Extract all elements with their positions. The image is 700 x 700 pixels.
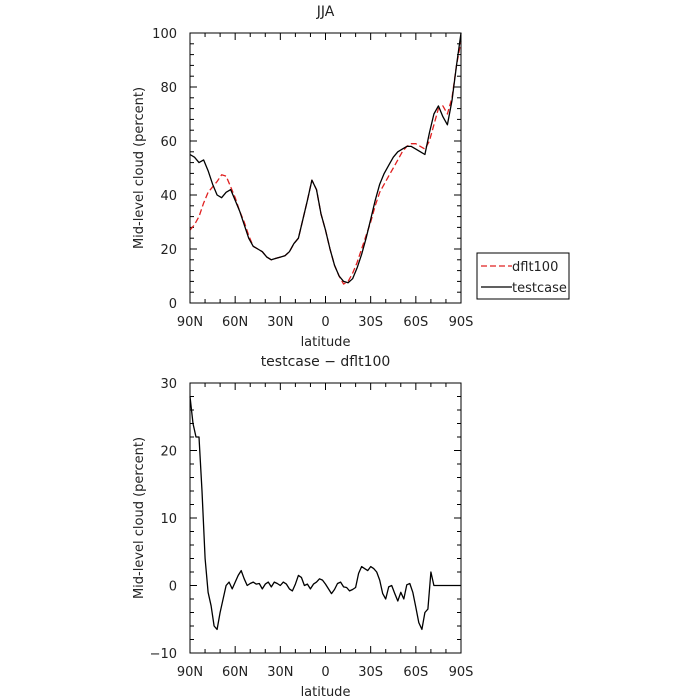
chart-title: testcase − dflt100: [261, 354, 391, 370]
x-tick-label: 60S: [403, 665, 428, 680]
x-axis-label: latitude: [301, 335, 351, 350]
x-tick-label: 90N: [177, 315, 203, 330]
y-axis-label: Mid-level cloud (percent): [132, 437, 147, 599]
y-tick-label: 100: [152, 27, 177, 42]
series-line-testcase: [189, 32, 462, 284]
x-tick-label: 30N: [267, 665, 293, 680]
plot-frame: [189, 32, 462, 304]
y-tick-label: 20: [160, 445, 177, 460]
axis-ticks: 90N 60N 30N 0 30S 60S 90S −10 0 10 20 30: [150, 377, 474, 680]
y-tick-label: 0: [169, 297, 177, 312]
x-tick-label: 30N: [267, 315, 293, 330]
x-tick-label: 30S: [358, 665, 383, 680]
legend-label-dflt100: dflt100: [512, 260, 558, 275]
y-tick-label: 40: [160, 189, 177, 204]
x-tick-label: 0: [321, 665, 329, 680]
plot-frame: [189, 382, 462, 654]
x-tick-label: 90S: [449, 665, 474, 680]
x-tick-label: 0: [321, 315, 329, 330]
x-tick-label: 90S: [449, 315, 474, 330]
x-axis-label: latitude: [301, 685, 351, 700]
panel-bottom: testcase − dflt100 latitude Mid-level cl…: [132, 354, 473, 700]
y-tick-label: 60: [160, 135, 177, 150]
axis-ticks: 90N 60N 30N 0 30S 60S 90S 0 20 40 60 80 100: [152, 27, 473, 330]
y-tick-label: 10: [160, 512, 177, 527]
series-line-dflt100: [189, 40, 462, 285]
series-line-series-0: [189, 396, 461, 631]
y-tick-label: 80: [160, 81, 177, 96]
legend-box: [476, 252, 570, 300]
y-tick-label: −10: [150, 647, 177, 662]
x-tick-label: 60S: [403, 315, 428, 330]
x-tick-label: 60N: [222, 315, 248, 330]
plot-lines: [189, 32, 462, 285]
legend-label-testcase: testcase: [512, 281, 567, 296]
panel-top: JJA latitude Mid-level cloud (percent) 9…: [132, 4, 473, 350]
y-axis-label: Mid-level cloud (percent): [132, 87, 147, 249]
plot-lines: [189, 396, 461, 631]
chart-title: JJA: [316, 4, 335, 20]
y-tick-label: 20: [160, 243, 177, 258]
x-tick-label: 90N: [177, 665, 203, 680]
x-tick-label: 30S: [358, 315, 383, 330]
y-tick-label: 30: [160, 377, 177, 392]
x-tick-label: 60N: [222, 665, 248, 680]
y-tick-label: 0: [169, 580, 177, 595]
legend: dflt100 testcase: [476, 252, 570, 300]
